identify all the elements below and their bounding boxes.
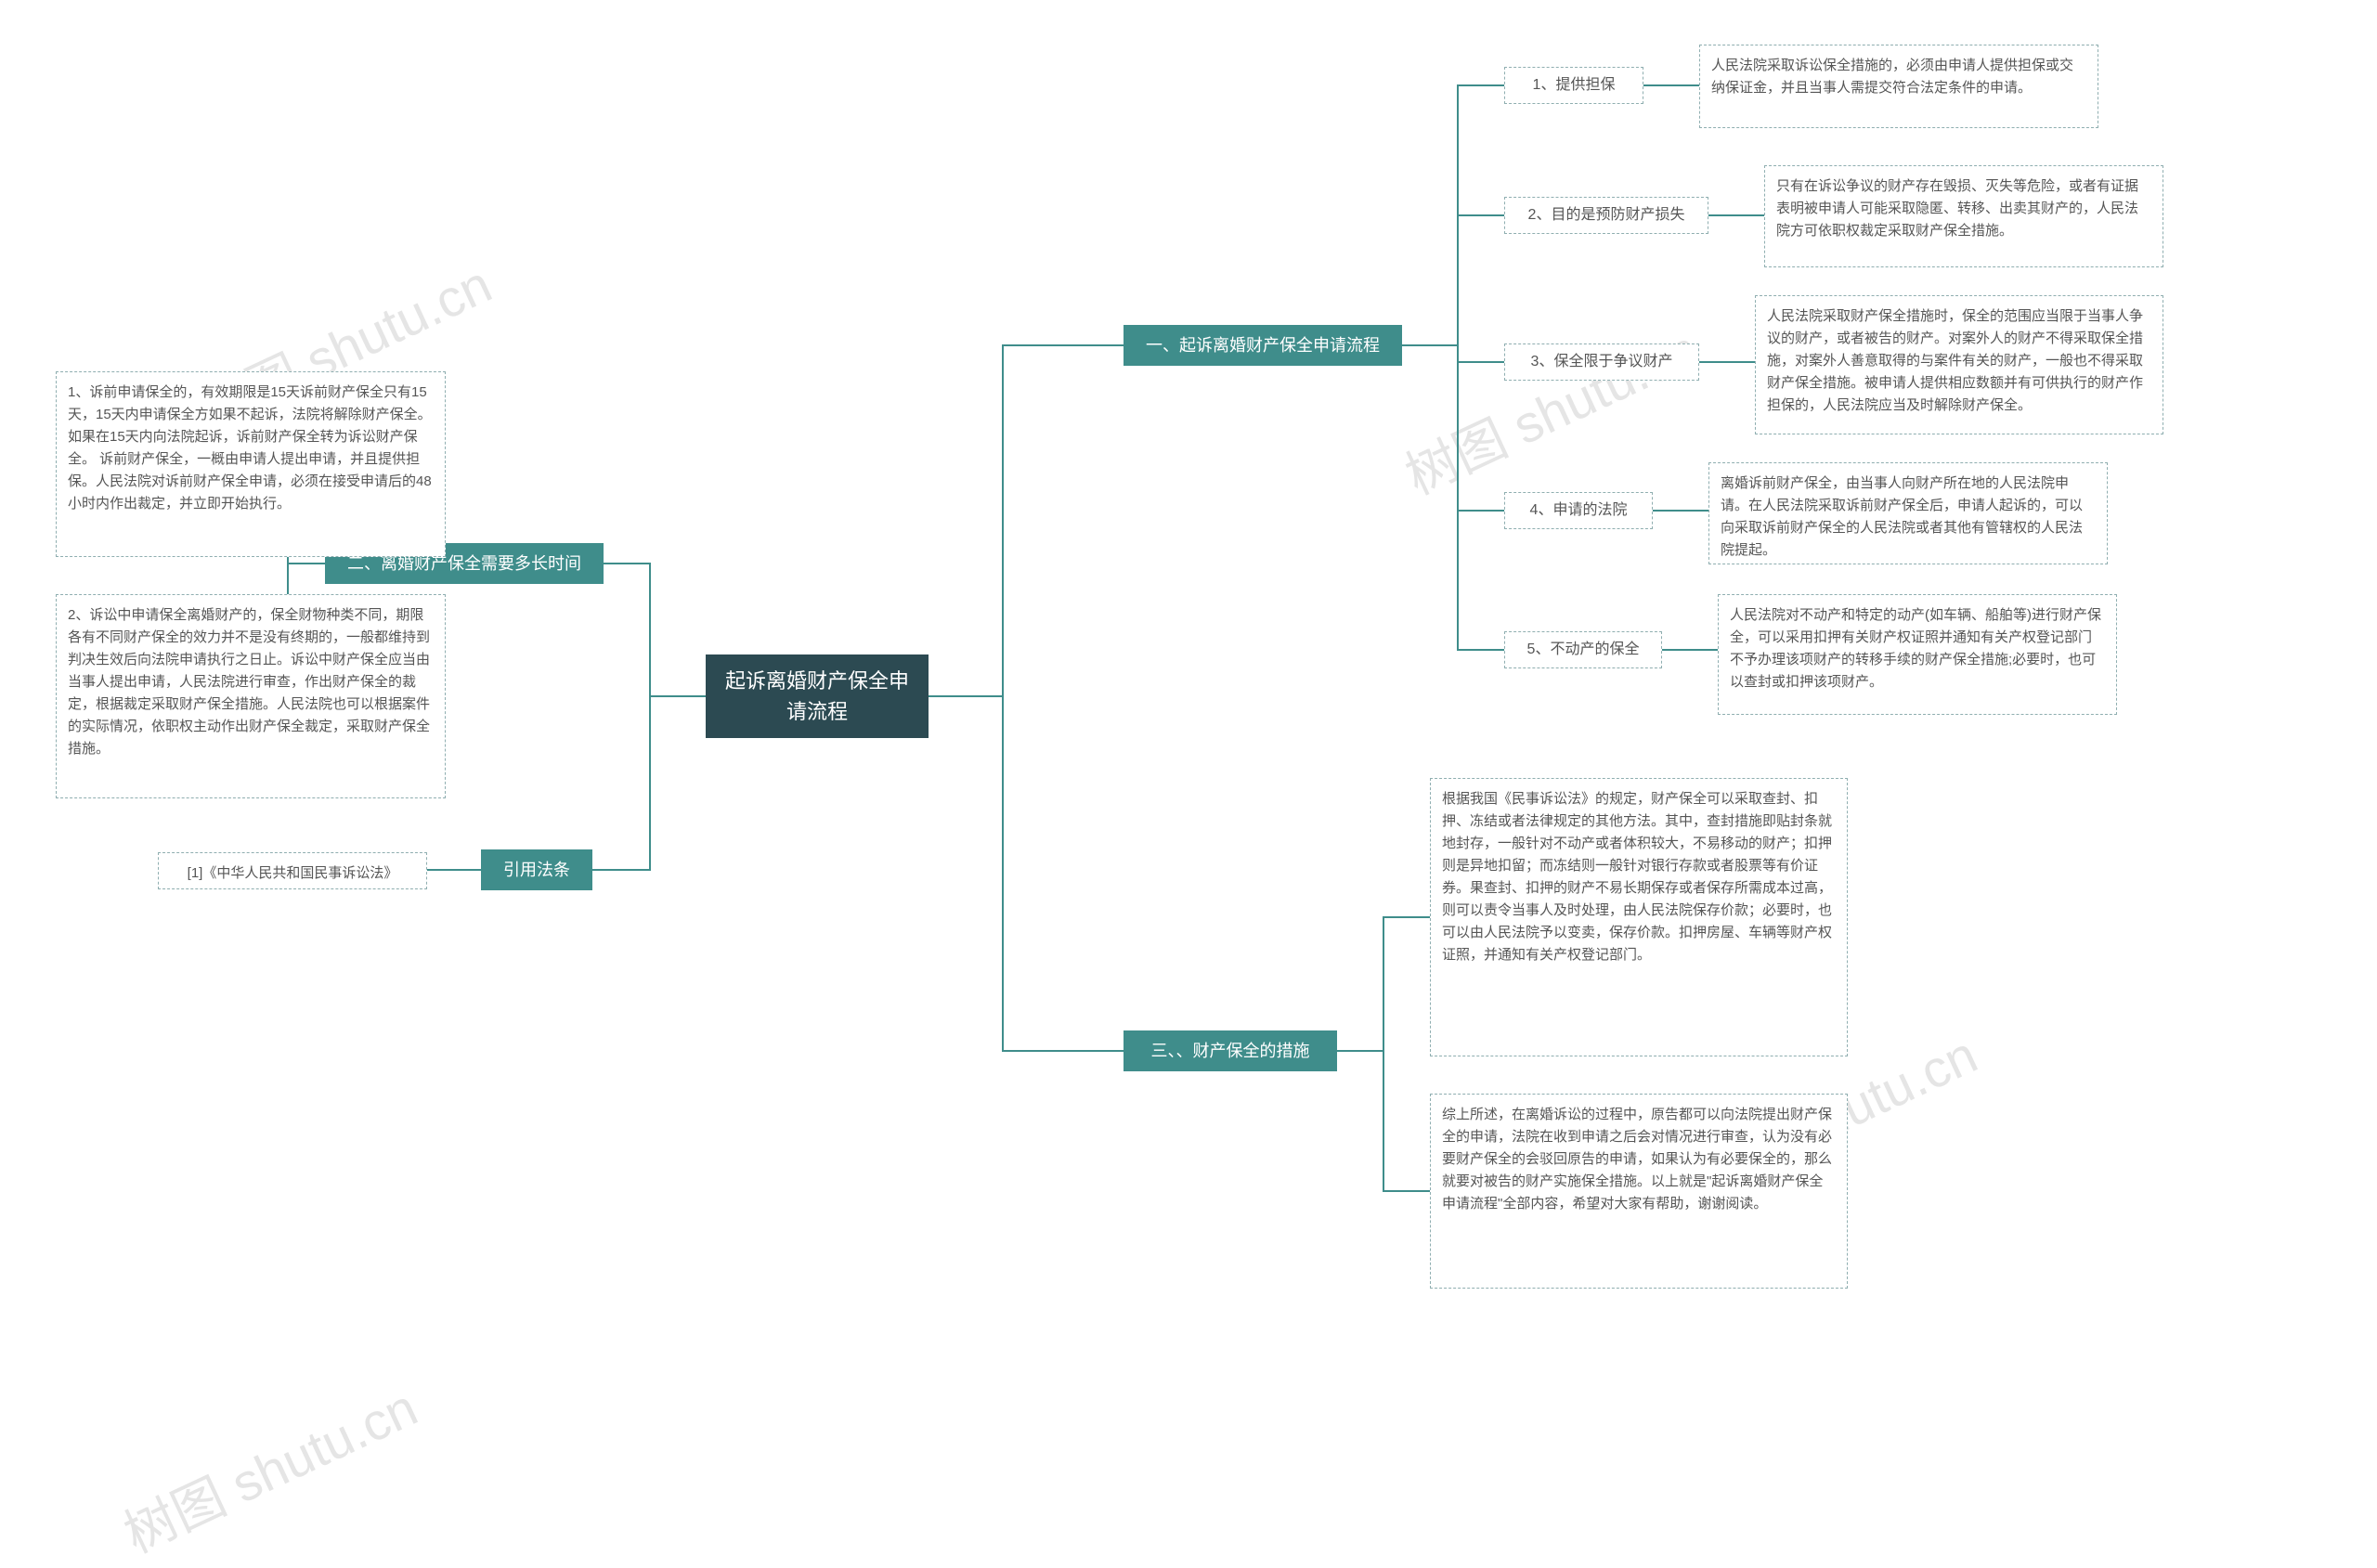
- leaf-1-5: 人民法院对不动产和特定的动产(如车辆、船舶等)进行财产保全，可以采用扣押有关财产…: [1718, 594, 2117, 715]
- leaf-1-3: 人民法院采取财产保全措施时，保全的范围应当限于当事人争议的财产，或者被告的财产。…: [1755, 295, 2163, 434]
- leaf-1-2-text: 只有在诉讼争议的财产存在毁损、灭失等危险，或者有证据表明被申请人可能采取隐匿、转…: [1776, 175, 2151, 242]
- leaf-3-1: 根据我国《民事诉讼法》的规定，财产保全可以采取查封、扣押、冻结或者法律规定的其他…: [1430, 778, 1848, 1056]
- leaf-4-1-text: [1]《中华人民共和国民事诉讼法》: [188, 862, 398, 885]
- sub-1-1[interactable]: 1、提供担保: [1504, 67, 1643, 104]
- sub-1-2-label: 2、目的是预防财产损失: [1528, 204, 1685, 227]
- leaf-4-1: [1]《中华人民共和国民事诉讼法》: [158, 852, 427, 889]
- watermark: 树图 shutu.cn: [110, 1367, 428, 1568]
- sub-1-2[interactable]: 2、目的是预防财产损失: [1504, 197, 1708, 234]
- sub-1-1-label: 1、提供担保: [1533, 74, 1616, 97]
- leaf-2-1: 1、诉前申请保全的，有效期限是15天诉前财产保全只有15天，15天内申请保全方如…: [56, 371, 446, 557]
- branch-3-label: 三、、财产保全的措施: [1151, 1039, 1310, 1064]
- sub-1-5[interactable]: 5、不动产的保全: [1504, 631, 1662, 668]
- leaf-2-1-text: 1、诉前申请保全的，有效期限是15天诉前财产保全只有15天，15天内申请保全方如…: [68, 382, 434, 515]
- branch-4-label: 引用法条: [503, 858, 570, 883]
- sub-1-5-label: 5、不动产的保全: [1527, 639, 1640, 661]
- root-label: 起诉离婚财产保全申请流程: [722, 666, 912, 727]
- branch-3[interactable]: 三、、财产保全的措施: [1124, 1030, 1337, 1071]
- sub-1-3[interactable]: 3、保全限于争议财产: [1504, 343, 1699, 381]
- leaf-1-5-text: 人民法院对不动产和特定的动产(如车辆、船舶等)进行财产保全，可以采用扣押有关财产…: [1730, 604, 2105, 693]
- leaf-1-1-text: 人民法院采取诉讼保全措施的，必须由申请人提供担保或交纳保证金，并且当事人需提交符…: [1711, 55, 2086, 99]
- leaf-1-3-text: 人民法院采取财产保全措施时，保全的范围应当限于当事人争议的财产，或者被告的财产。…: [1767, 305, 2151, 417]
- root-node[interactable]: 起诉离婚财产保全申请流程: [706, 654, 929, 738]
- branch-1-label: 一、起诉离婚财产保全申请流程: [1146, 333, 1380, 358]
- leaf-1-4: 离婚诉前财产保全，由当事人向财产所在地的人民法院申请。在人民法院采取诉前财产保全…: [1708, 462, 2108, 564]
- branch-1[interactable]: 一、起诉离婚财产保全申请流程: [1124, 325, 1402, 366]
- leaf-3-1-text: 根据我国《民事诉讼法》的规定，财产保全可以采取查封、扣押、冻结或者法律规定的其他…: [1442, 788, 1836, 966]
- leaf-1-1: 人民法院采取诉讼保全措施的，必须由申请人提供担保或交纳保证金，并且当事人需提交符…: [1699, 45, 2098, 128]
- sub-1-4-label: 4、申请的法院: [1530, 499, 1628, 522]
- leaf-2-2-text: 2、诉讼中申请保全离婚财产的，保全财物种类不同，期限各有不同财产保全的效力并不是…: [68, 604, 434, 760]
- leaf-1-4-text: 离婚诉前财产保全，由当事人向财产所在地的人民法院申请。在人民法院采取诉前财产保全…: [1721, 473, 2096, 562]
- watermark: 树图 shutu.cn: [1392, 308, 1709, 510]
- branch-4[interactable]: 引用法条: [481, 849, 592, 890]
- sub-1-3-label: 3、保全限于争议财产: [1531, 351, 1673, 373]
- leaf-2-2: 2、诉讼中申请保全离婚财产的，保全财物种类不同，期限各有不同财产保全的效力并不是…: [56, 594, 446, 798]
- leaf-3-2-text: 综上所述，在离婚诉讼的过程中，原告都可以向法院提出财产保全的申请，法院在收到申请…: [1442, 1104, 1836, 1215]
- sub-1-4[interactable]: 4、申请的法院: [1504, 492, 1653, 529]
- leaf-3-2: 综上所述，在离婚诉讼的过程中，原告都可以向法院提出财产保全的申请，法院在收到申请…: [1430, 1094, 1848, 1289]
- leaf-1-2: 只有在诉讼争议的财产存在毁损、灭失等危险，或者有证据表明被申请人可能采取隐匿、转…: [1764, 165, 2163, 267]
